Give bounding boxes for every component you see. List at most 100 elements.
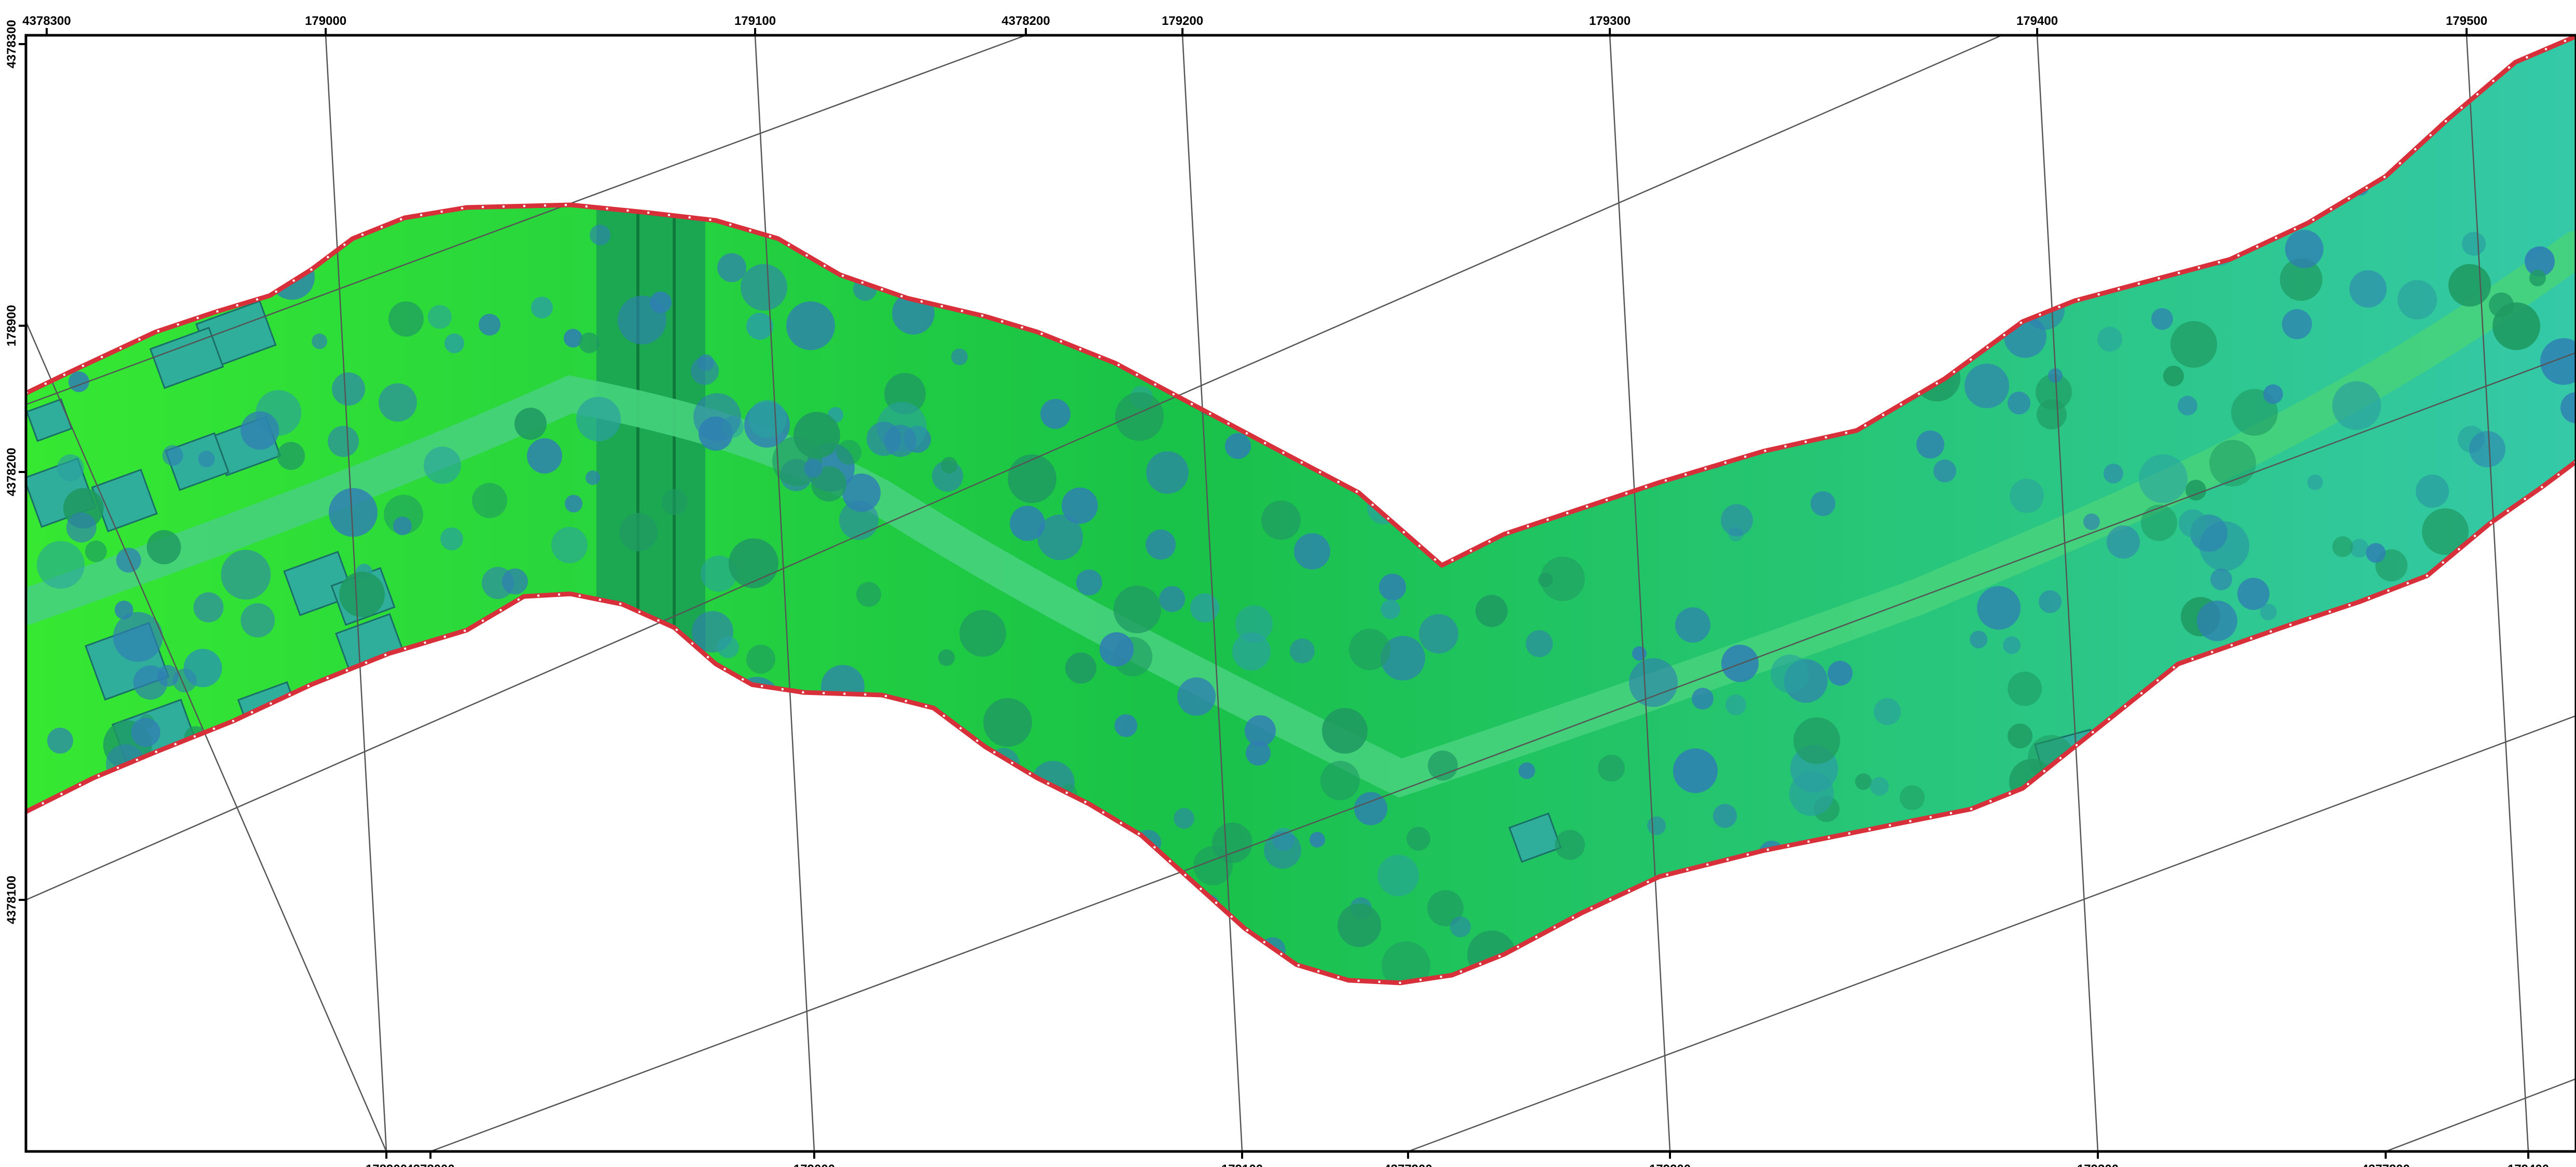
map-frame (24, 34, 2576, 1153)
tree-crown (2204, 763, 2233, 792)
tree-crown (2350, 539, 2369, 558)
tree-crown (2246, 906, 2265, 925)
tree-crown (1664, 322, 1679, 337)
tree-crown (1235, 605, 1273, 643)
tree-crown (2508, 844, 2522, 859)
tree-crown (2151, 308, 2173, 330)
tree-crown (1450, 916, 1471, 937)
tree-crown (1443, 370, 1483, 410)
graticule-line (430, 352, 2576, 1152)
tree-crown (1874, 698, 1901, 725)
tree-crown (456, 864, 482, 890)
frame-ticks (19, 28, 2529, 1159)
tree-crown (2556, 777, 2576, 809)
tree-crown (2197, 601, 2237, 641)
tree-crown (182, 919, 205, 942)
tree-crown (941, 457, 957, 474)
tree-crown (1078, 824, 1117, 863)
tree-crown (1742, 236, 1784, 279)
tree-crown (1084, 909, 1127, 953)
tree-crown (765, 709, 810, 754)
tree-crown (453, 942, 470, 960)
tree-crown (618, 296, 666, 344)
tree-crown (531, 297, 553, 318)
tree-crown (1965, 364, 2009, 408)
tree-crown (2334, 904, 2377, 947)
tree-crown (454, 148, 489, 184)
tree-crown (870, 943, 896, 969)
tree-crown (37, 541, 85, 589)
tree-crown (2285, 230, 2323, 268)
tree-crown (1264, 831, 1301, 869)
tree-crown (2525, 246, 2555, 276)
tree-crown (510, 934, 548, 971)
tree-crown (924, 184, 958, 218)
tree-crown (1262, 961, 1279, 978)
tree-crown (737, 970, 756, 983)
tree-crown (2104, 936, 2131, 963)
tree-crown (2438, 807, 2463, 833)
tree-crown (2008, 392, 2030, 414)
tree-crown (1076, 569, 1102, 595)
tree-crown (597, 948, 628, 979)
tree-crown (551, 527, 588, 563)
tree-crown (1274, 340, 1319, 385)
tree-crown (851, 698, 895, 743)
tree-crown (810, 928, 826, 944)
tree-crown (147, 530, 181, 564)
tree-crown (1049, 929, 1091, 970)
tree-crown (329, 488, 378, 537)
tree-crown (540, 765, 554, 780)
tree-crown (126, 274, 152, 300)
tree-crown (1320, 340, 1343, 363)
tree-crown (867, 422, 901, 456)
tree-crown (332, 372, 365, 406)
tree-crown (985, 967, 1014, 983)
tree-crown (1828, 661, 1853, 686)
tree-crown (87, 192, 137, 242)
tree-crown (2398, 280, 2437, 319)
tree-crown (1177, 677, 1216, 716)
left-tick-label: 4378100 (5, 876, 19, 924)
project-boundary (24, 34, 2576, 985)
tree-crown (342, 840, 365, 863)
bottom-tick-label: 179000 (793, 1162, 835, 1167)
tree-crown (645, 180, 665, 200)
tree-crown (1427, 890, 1464, 926)
tree-crown (444, 334, 464, 353)
tree-crown (856, 582, 881, 607)
tree-crown (502, 989, 545, 1032)
graticule-grid (25, 34, 2576, 1152)
tree-crown (2010, 479, 2044, 513)
tree-crown (1820, 970, 1865, 983)
tree-crown (442, 895, 488, 941)
tree-crown (1191, 183, 1231, 223)
tree-crown (686, 821, 701, 836)
tree-crown (2036, 374, 2072, 410)
tree-crown (2210, 568, 2232, 590)
tree-crown (2405, 915, 2440, 949)
tree-crown (1541, 390, 1583, 432)
tree-crown (951, 349, 968, 365)
tree-crown (1322, 708, 1368, 754)
tree-crown (85, 540, 107, 562)
tree-crown (2134, 777, 2165, 809)
tree-crown (1506, 437, 1542, 473)
tree-crown (1735, 317, 1775, 358)
tree-crown (1065, 652, 1096, 684)
tree-crown (837, 440, 861, 465)
tree-crown (1475, 595, 1508, 627)
tree-crown (2161, 927, 2208, 974)
tree-crown (2139, 454, 2188, 503)
tree-crown (2522, 719, 2564, 760)
tree-crown (1349, 629, 1390, 670)
tree-crown (151, 144, 185, 178)
tree-crown (66, 321, 100, 355)
tree-crown (2044, 931, 2088, 975)
tree-crown (63, 156, 102, 195)
tree-crown (1673, 748, 1718, 793)
tree-crown (1781, 291, 1803, 313)
tree-crown (560, 752, 602, 794)
tree-crown (1094, 853, 1129, 887)
